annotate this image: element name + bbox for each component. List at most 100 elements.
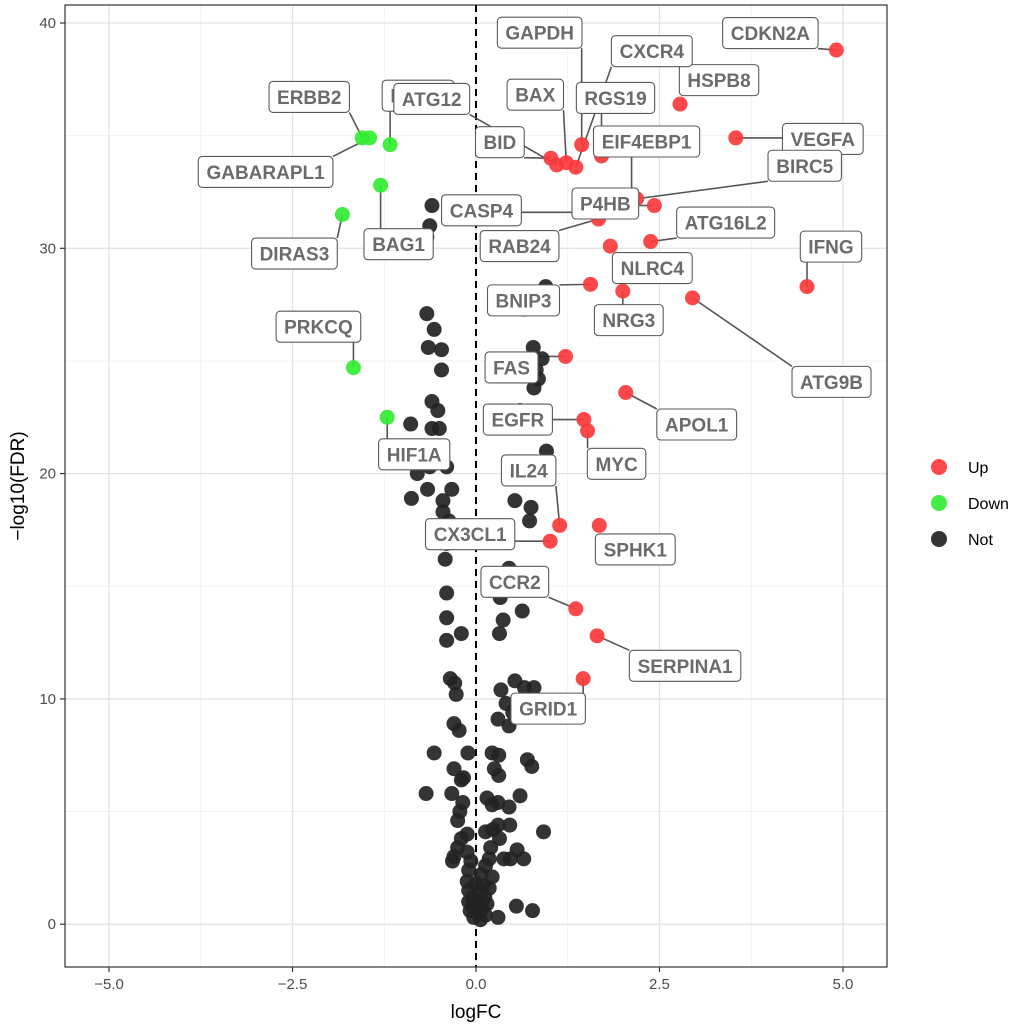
point-not: [491, 768, 507, 784]
legend: Up Down Not: [931, 459, 1009, 549]
gene-label-birc5: BIRC5: [767, 149, 843, 182]
gene-label-atg9b: ATG9B: [791, 365, 872, 398]
point-not: [403, 490, 419, 506]
x-tick-label: 5.0: [833, 976, 854, 993]
point-not: [420, 339, 436, 355]
point-not: [525, 903, 541, 919]
gene-label-box: [496, 16, 583, 49]
gene-label-box: [474, 126, 525, 159]
point-up-cdkn2a: [828, 42, 844, 58]
point-not: [450, 813, 466, 829]
gene-label-box: [722, 17, 819, 50]
gene-label-text: BIRC5: [776, 157, 833, 178]
point-not: [516, 851, 532, 867]
gene-label-nrg3: NRG3: [593, 304, 664, 337]
point-not: [512, 788, 528, 804]
point-not: [491, 747, 507, 763]
point-not: [431, 421, 447, 437]
point-up-nlrc4: [602, 238, 618, 254]
gene-label-text: SPHK1: [604, 540, 668, 561]
gene-label-hspb8: HSPB8: [678, 64, 760, 97]
y-tick-label: 40: [39, 15, 56, 32]
point-not: [496, 851, 512, 867]
gene-label-box: [594, 533, 676, 566]
gene-label-box: [611, 252, 693, 285]
gene-label-text: PRKCQ: [284, 318, 353, 339]
point-not: [420, 481, 436, 497]
point-not: [434, 362, 450, 378]
point-not: [453, 772, 469, 788]
point-not: [507, 493, 523, 509]
gene-label-text: CASP4: [450, 201, 514, 222]
gene-label-bag1: BAG1: [363, 228, 434, 261]
gene-label-box: [571, 187, 640, 220]
point-not: [478, 824, 494, 840]
point-not: [491, 626, 507, 642]
point-not: [426, 745, 442, 761]
point-up-cxcr4: [568, 159, 584, 175]
gene-label-text: CXCR4: [620, 42, 685, 63]
point-not: [419, 306, 435, 322]
gene-label-gapdh: GAPDH: [496, 16, 583, 49]
gene-label-box: [363, 228, 434, 261]
gene-label-box: [484, 351, 539, 384]
gene-label-text: IL24: [510, 461, 548, 482]
gene-label-text: CCR2: [489, 573, 541, 594]
point-not: [435, 493, 451, 509]
y-tick-label: 0: [48, 916, 56, 933]
point-not: [493, 682, 509, 698]
point-up-vegfa: [728, 130, 744, 146]
point-down-prkcq: [345, 360, 361, 376]
gene-label-box: [628, 649, 742, 682]
gene-label-text: GABARAPL1: [206, 163, 325, 184]
legend-label-up: Up: [968, 460, 989, 477]
point-not: [418, 786, 434, 802]
gene-label-atg16l2: ATG16L2: [676, 206, 776, 239]
point-not: [483, 840, 499, 856]
point-not: [461, 862, 477, 878]
gene-label-text: BID: [483, 133, 516, 154]
point-up-hspb8: [672, 96, 688, 112]
gene-label-nlrc4: NLRC4: [611, 252, 693, 285]
gene-label-bid: BID: [474, 126, 525, 159]
point-not: [451, 722, 467, 738]
point-not: [526, 380, 542, 396]
point-not: [490, 909, 506, 925]
gene-label-cdkn2a: CDKN2A: [722, 17, 819, 50]
gene-label-box: [275, 310, 362, 343]
y-tick-label: 30: [39, 240, 56, 257]
gene-label-box: [593, 304, 664, 337]
gene-label-ifng: IFNG: [799, 230, 863, 263]
gene-label-box: [378, 438, 451, 471]
point-up-ifng: [799, 279, 815, 295]
gene-label-bax: BAX: [506, 78, 565, 111]
y-tick-label: 10: [39, 691, 56, 708]
gene-label-text: ATG16L2: [685, 214, 767, 235]
gene-label-text: GAPDH: [505, 24, 574, 45]
gene-label-text: ERBB2: [277, 88, 341, 109]
gene-label-box: [268, 80, 350, 113]
gene-label-box: [251, 237, 338, 270]
gene-label-text: NRG3: [602, 311, 655, 332]
gene-label-sphk1: SPHK1: [594, 533, 676, 566]
point-not: [447, 675, 463, 691]
point-not: [460, 745, 476, 761]
point-not: [524, 758, 540, 774]
connector-atg9b: [692, 297, 793, 368]
point-up-gapdh: [574, 137, 590, 153]
gene-label-box: [767, 149, 843, 182]
gene-label-box: [610, 35, 693, 68]
point-up-cx3cl1: [542, 533, 558, 549]
gene-label-atg12: ATG12: [393, 82, 471, 116]
point-not: [430, 403, 446, 419]
point-down-gabarapl1: [362, 130, 378, 146]
gene-label-box: [799, 230, 863, 263]
gene-label-box: [486, 284, 561, 317]
point-not: [453, 626, 469, 642]
gene-label-text: RGS19: [584, 89, 646, 110]
gene-label-text: P4HB: [580, 195, 631, 216]
gene-label-casp4: CASP4: [440, 194, 522, 227]
point-not: [424, 198, 440, 214]
gene-label-bnip3: BNIP3: [486, 284, 561, 317]
